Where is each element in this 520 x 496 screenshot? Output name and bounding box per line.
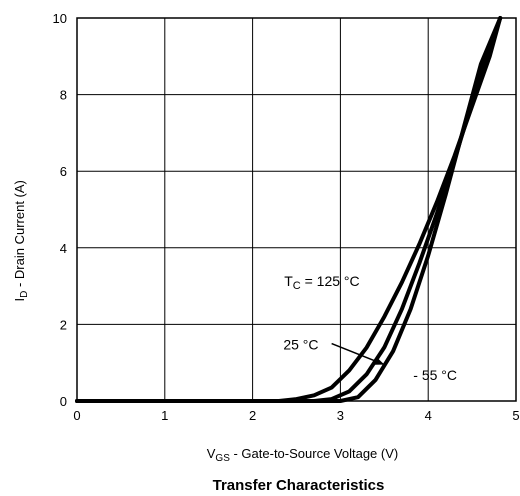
y-tick-label: 2 (60, 317, 67, 332)
tc-125-label: TC = 125 °C (284, 273, 359, 292)
x-tick-label: 2 (249, 408, 256, 423)
x-axis-label: VGS - Gate-to-Source Voltage (V) (207, 446, 398, 464)
annotation-arrow (331, 342, 385, 366)
y-tick-label: 4 (60, 241, 67, 256)
arrow-line (331, 342, 385, 366)
y-tick-label: 10 (53, 11, 67, 26)
y-tick-label: 8 (60, 88, 67, 103)
y-axis-label: ID - Drain Current (A) (12, 180, 30, 301)
label-25c: 25 °C (283, 336, 318, 352)
y-tick-label: 6 (60, 164, 67, 179)
x-tick-label: 5 (512, 408, 519, 423)
arrow-head (374, 357, 385, 365)
series-line (75, 16, 503, 403)
plot-frame (76, 17, 517, 402)
x-tick-label: 1 (161, 408, 168, 423)
chart-title: Transfer Characteristics (213, 477, 385, 494)
curves (75, 16, 503, 403)
label-minus-55c: - 55 °C (413, 367, 457, 383)
x-tick-label: 4 (425, 408, 432, 423)
x-tick-label: 3 (337, 408, 344, 423)
y-tick-label: 0 (60, 394, 67, 409)
x-tick-label: 0 (73, 408, 80, 423)
tick-labels: 0 1 2 3 4 5 0 2 4 6 8 10 (53, 11, 520, 423)
